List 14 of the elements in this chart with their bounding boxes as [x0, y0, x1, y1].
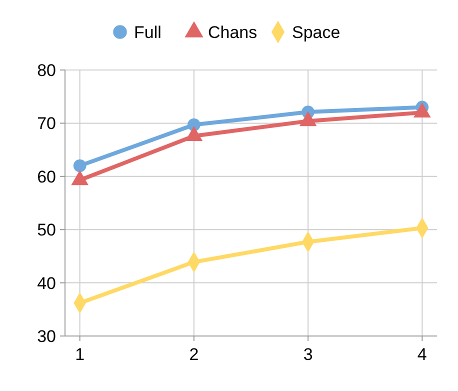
y-tick-label: 60	[37, 167, 56, 186]
x-tick-label: 2	[189, 345, 199, 364]
legend-label: Full	[134, 22, 162, 42]
y-tick-label: 70	[37, 114, 56, 134]
x-tick-label: 3	[303, 345, 313, 364]
y-tick-label: 40	[37, 274, 56, 293]
y-tick-label: 80	[37, 60, 56, 80]
x-tick-label: 4	[417, 345, 427, 364]
point	[73, 159, 86, 172]
x-tick-label: 1	[75, 345, 85, 364]
y-tick-label: 50	[37, 220, 56, 240]
y-tick-label: 30	[37, 326, 56, 346]
legend-label: Chans	[208, 22, 258, 42]
legend-label: Space	[292, 22, 340, 42]
